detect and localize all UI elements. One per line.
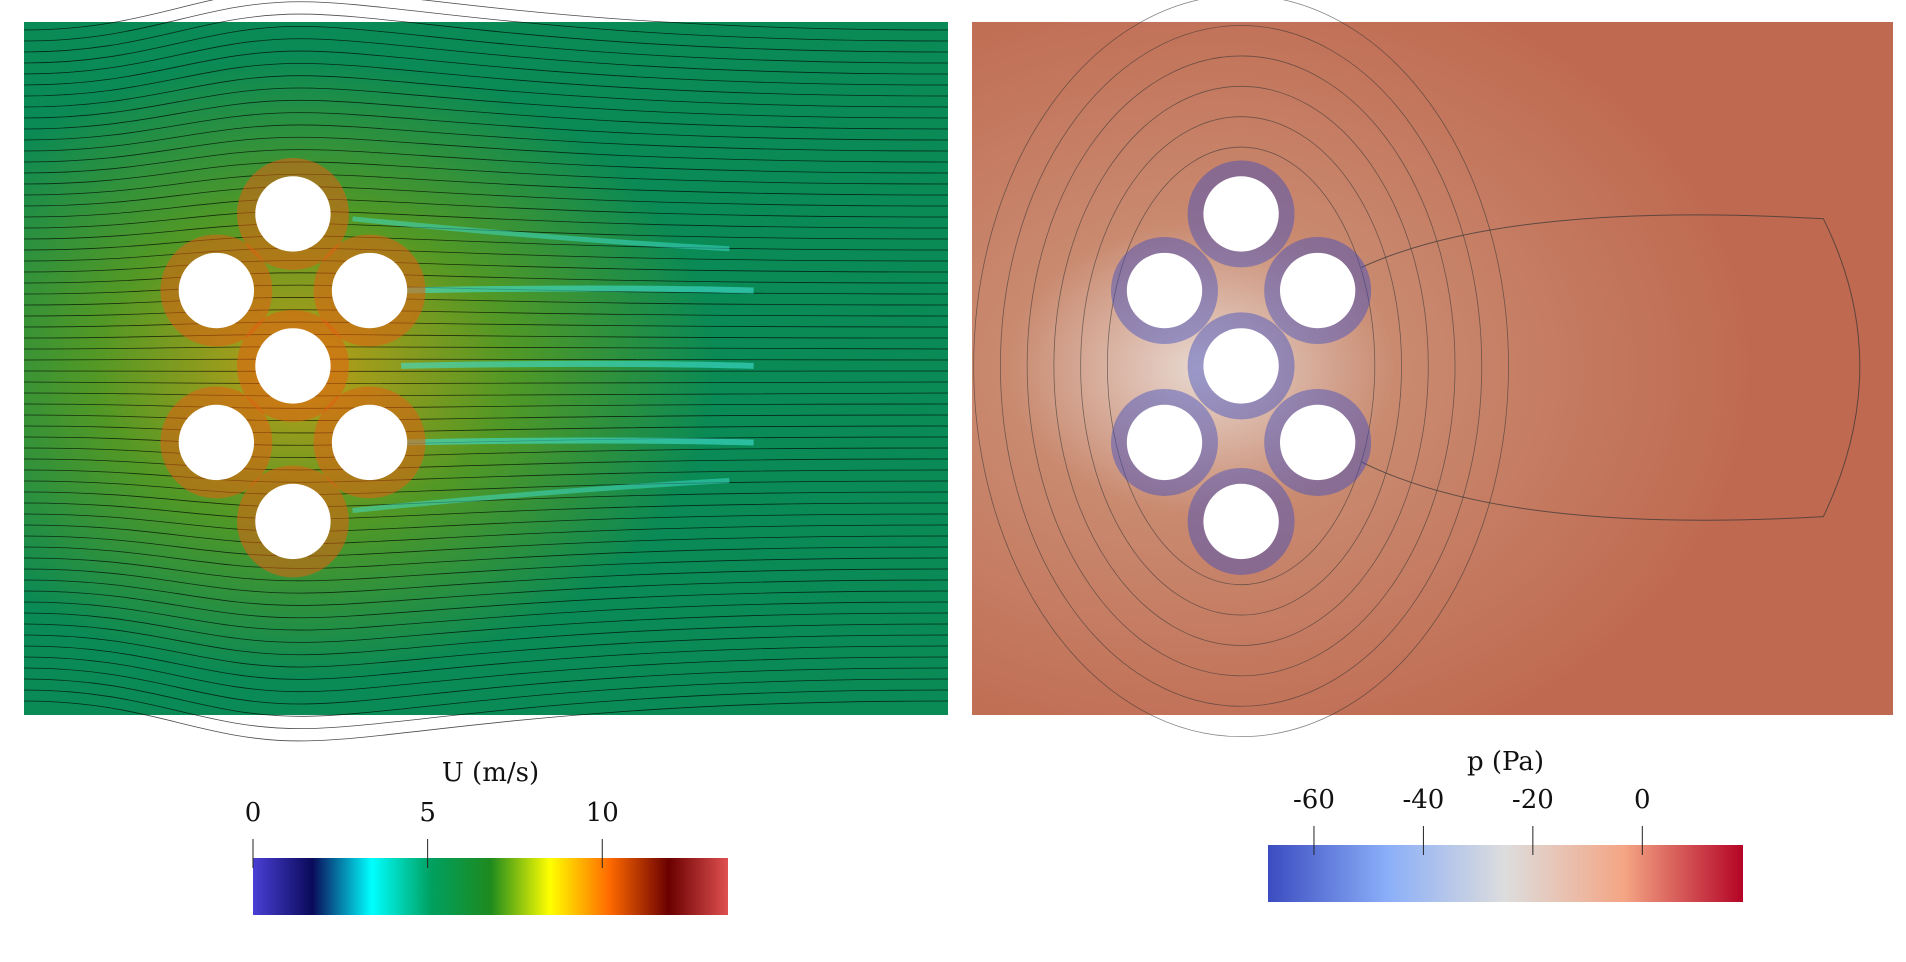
wake xyxy=(401,437,754,446)
wake xyxy=(352,478,730,514)
cylinder xyxy=(1203,483,1279,560)
streamline xyxy=(23,612,949,643)
streamline xyxy=(23,13,949,53)
cylinder xyxy=(178,404,255,481)
wake xyxy=(401,285,754,294)
contour xyxy=(1026,55,1456,677)
cylinder xyxy=(1203,328,1279,404)
streamline xyxy=(23,689,949,730)
streamline xyxy=(23,38,949,75)
velocity-field xyxy=(24,22,948,715)
tick-label: 5 xyxy=(419,798,436,828)
streamline xyxy=(23,50,949,86)
tick-label: 0 xyxy=(1634,785,1651,815)
streamline xyxy=(23,590,949,619)
streamline xyxy=(23,75,949,108)
streamline xyxy=(23,136,949,163)
colorbar xyxy=(1268,845,1743,902)
colorbar-title: p (Pa) xyxy=(1467,747,1544,777)
cylinder xyxy=(1279,252,1356,329)
streamline xyxy=(23,0,949,31)
colorbar-title: U (m/s) xyxy=(442,758,539,788)
tick-label: -20 xyxy=(1512,785,1554,815)
streamline xyxy=(23,535,949,557)
tick-label: 0 xyxy=(245,798,262,828)
cylinder xyxy=(255,483,331,560)
streamline xyxy=(23,1,949,42)
streamline xyxy=(23,579,949,606)
cylinder xyxy=(1203,176,1279,252)
streamline xyxy=(23,62,949,97)
streamline xyxy=(23,546,949,569)
streamline xyxy=(23,112,949,141)
streamline xyxy=(23,149,949,174)
cylinder xyxy=(331,404,408,481)
tick-label: -60 xyxy=(1293,785,1335,815)
streamline xyxy=(23,678,949,717)
field-shading xyxy=(972,22,1893,715)
cylinder xyxy=(1126,252,1203,329)
contour xyxy=(1106,146,1376,586)
streamline xyxy=(23,173,949,196)
contour xyxy=(973,0,1509,737)
streamline xyxy=(23,634,949,668)
cylinder xyxy=(178,252,255,329)
streamline xyxy=(23,124,949,152)
tick-label: 10 xyxy=(586,798,619,828)
cylinder xyxy=(331,252,408,329)
streamline xyxy=(23,87,949,119)
cylinder xyxy=(255,176,331,252)
streamline xyxy=(23,700,949,742)
tick-label: -40 xyxy=(1402,785,1444,815)
field-shading xyxy=(24,22,948,715)
colorbar xyxy=(253,858,728,915)
streamline xyxy=(23,25,949,64)
wake xyxy=(401,360,754,369)
streamline xyxy=(23,186,949,207)
streamline xyxy=(23,656,949,693)
wake xyxy=(352,216,730,252)
streamline xyxy=(23,161,949,185)
streamline xyxy=(23,557,949,582)
contour xyxy=(1361,214,1861,521)
streamline xyxy=(23,99,949,130)
cylinder xyxy=(1126,404,1203,481)
cylinder xyxy=(1279,404,1356,481)
contour xyxy=(1000,25,1483,707)
streamline xyxy=(23,623,949,656)
streamline xyxy=(23,645,949,680)
contour xyxy=(1053,85,1429,646)
streamline xyxy=(23,568,949,594)
streamline xyxy=(23,601,949,631)
contour xyxy=(1080,116,1402,616)
pressure-field xyxy=(972,22,1893,715)
cylinder xyxy=(255,328,331,404)
streamline xyxy=(23,667,949,705)
